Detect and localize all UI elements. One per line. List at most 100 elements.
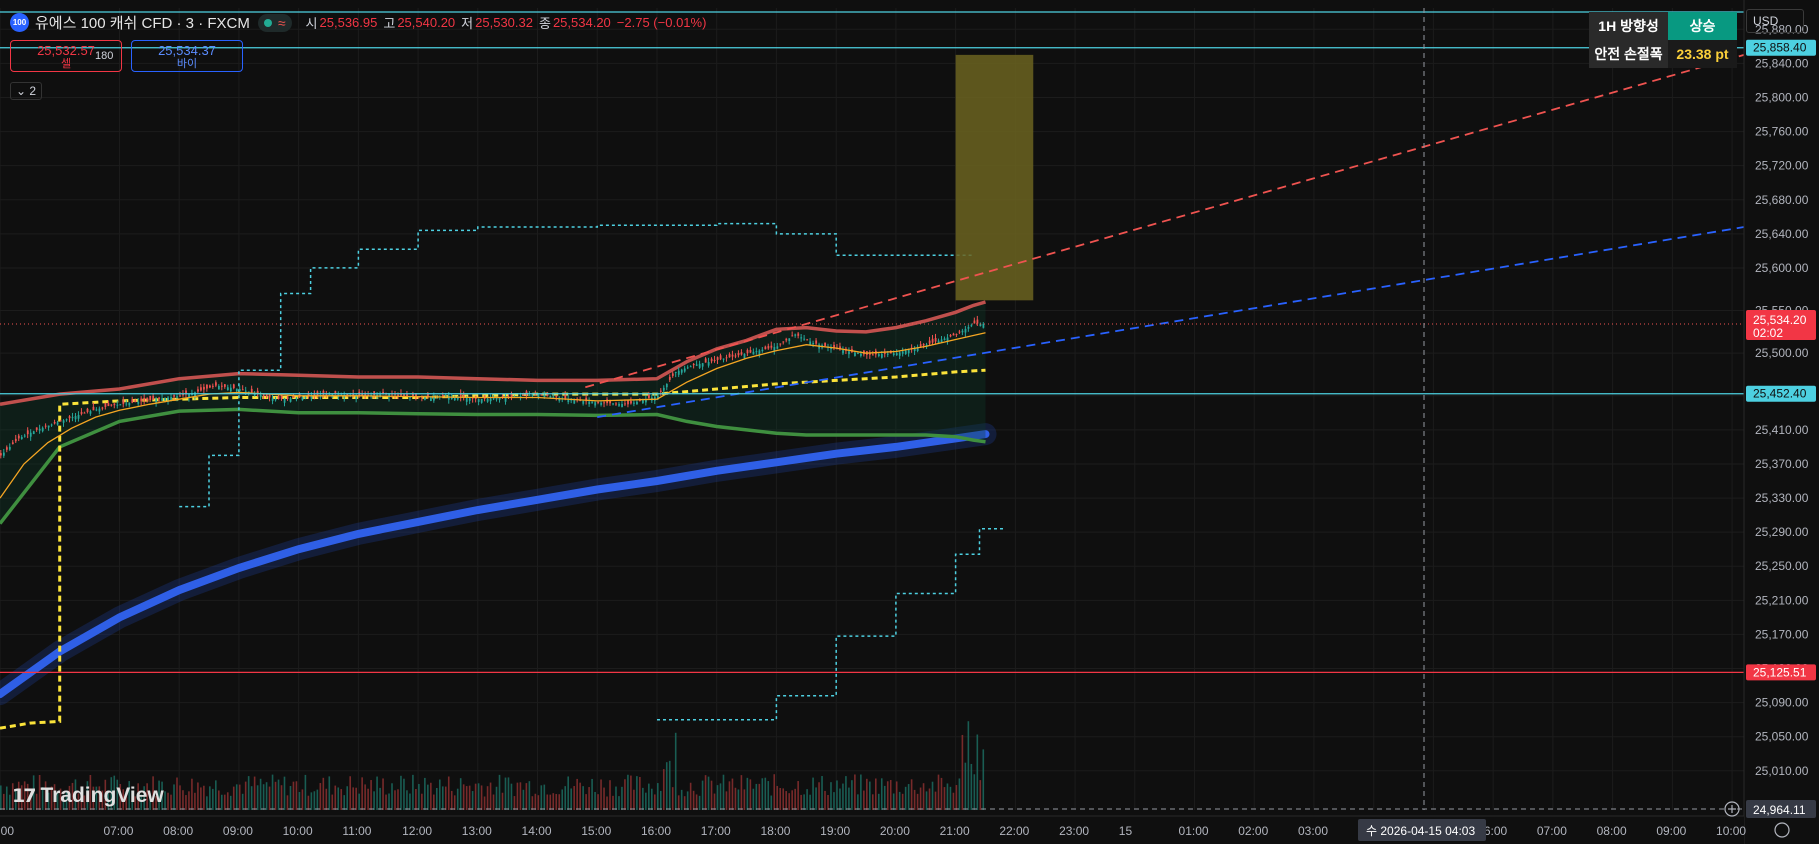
crosshair-date-bg [1358, 819, 1486, 841]
volume-bar [767, 781, 770, 810]
volume-bar [83, 795, 86, 810]
candle-body [743, 353, 746, 359]
volume-bar [710, 780, 713, 810]
candle-body [427, 393, 429, 397]
volume-bar [564, 786, 567, 810]
candle-body [788, 338, 791, 341]
candle-body [967, 327, 970, 329]
candle-body [182, 394, 184, 396]
candle-body [430, 396, 432, 402]
candle-body [161, 398, 164, 401]
candle-body [892, 353, 895, 355]
volume-bar [304, 774, 307, 810]
price-tick-5: 25,680.00 [1755, 193, 1809, 207]
candle-body [346, 393, 349, 396]
volume-bar [836, 780, 838, 810]
trend-line-1[interactable] [597, 226, 1745, 418]
candle-body [495, 398, 498, 400]
time-tick-17: 23:00 [1059, 824, 1089, 838]
volume-bar [71, 782, 74, 810]
candle-body [122, 400, 125, 404]
candle-body [952, 333, 955, 336]
volume-bar [776, 785, 779, 810]
band-upper-line [0, 300, 986, 407]
candle-body [107, 403, 110, 407]
price-tick-19: 25,090.00 [1755, 696, 1809, 710]
candle-body [223, 384, 226, 387]
candle-body [361, 393, 364, 396]
volume-bar [659, 790, 662, 810]
volume-bar [244, 781, 247, 810]
volume-bar [331, 794, 334, 810]
candle-body [633, 402, 635, 404]
volume-bar [271, 774, 274, 810]
volume-bar [433, 794, 435, 810]
market-status-pill[interactable]: ≈ [257, 13, 292, 32]
currency-selector[interactable]: USD [1746, 9, 1804, 33]
candle-body [585, 397, 588, 402]
volume-bar [627, 774, 629, 810]
volume-bar [203, 785, 205, 810]
time-tick-21: 03:00 [1298, 824, 1328, 838]
candle-body [695, 364, 698, 366]
indicators-collapse-button[interactable]: ⌄ 2 [10, 82, 42, 100]
volume-bar [713, 793, 716, 810]
volume-bar [194, 792, 196, 810]
symbol-logo[interactable]: 100 [10, 13, 29, 32]
candle-body [573, 399, 576, 404]
candle-body [636, 401, 638, 405]
buy-button[interactable]: 25,534.37 바이 [131, 40, 243, 72]
volume-bar [973, 774, 976, 810]
candle-body [564, 394, 567, 399]
candle-body [131, 399, 134, 403]
candle-body [480, 399, 483, 403]
candle-body [241, 389, 244, 391]
candle-body [895, 353, 898, 356]
volume-bar [633, 789, 635, 810]
candle-body [11, 442, 14, 445]
candle-body [325, 393, 328, 395]
tradingview-logo[interactable]: 𝟭𝟳 TradingView [12, 784, 164, 808]
candle-body [674, 371, 677, 373]
candle-body [937, 340, 940, 344]
volume-bar [886, 781, 889, 810]
volume-bar [636, 776, 638, 810]
candle-body [376, 394, 379, 397]
volume-bar [480, 785, 483, 810]
candle-body [119, 404, 122, 406]
candle-body [424, 397, 426, 400]
volume-bar [860, 774, 862, 810]
volume-bar [74, 779, 77, 810]
axis-settings-gear-icon[interactable] [1774, 822, 1790, 838]
add-level-plus-icon[interactable] [1724, 801, 1740, 817]
candle-body [32, 431, 35, 435]
sell-button[interactable]: 25,532.57 셀 [10, 40, 122, 72]
candle-body [737, 353, 740, 356]
volume-bar [110, 777, 113, 810]
candle-body [707, 361, 710, 366]
volume-bar [964, 762, 967, 810]
candle-body [83, 412, 86, 414]
volume-bar [474, 783, 477, 810]
volume-bar [528, 781, 531, 810]
band-lower-line [0, 407, 986, 525]
volume-bar [220, 794, 223, 810]
volume-bar [898, 791, 901, 810]
volume-bar [226, 792, 229, 810]
candle-body [71, 417, 74, 419]
trend-line-0[interactable] [585, 54, 1745, 389]
volume-bar [880, 778, 883, 810]
symbol-name[interactable]: 유에스 100 캐쉬 CFD · 3 · FXCM [35, 15, 250, 32]
volume-bar [848, 787, 850, 810]
candle-body [220, 385, 223, 387]
volume-bar [29, 792, 32, 810]
volume-bar [465, 786, 468, 810]
candle-body [456, 396, 459, 400]
volume-bar [412, 774, 414, 810]
volume-bar [2, 793, 5, 810]
candle-body [940, 339, 943, 343]
volume-bar [370, 780, 372, 810]
volume-bar [462, 784, 465, 810]
